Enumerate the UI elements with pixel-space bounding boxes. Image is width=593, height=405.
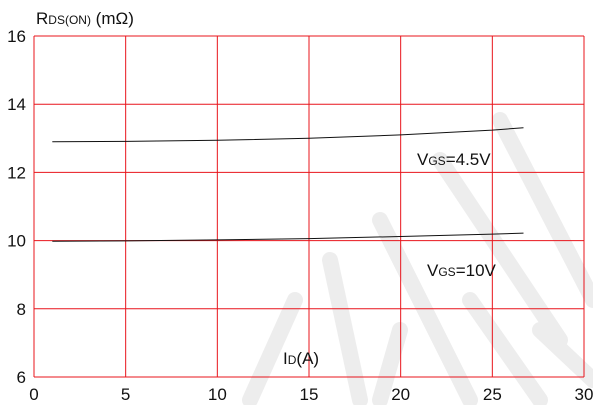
grid [33,35,585,378]
x-tick-label: 10 [208,385,227,404]
x-axis-label: ID(A) [283,349,319,368]
x-tick-label: 25 [483,385,502,404]
watermark-stroke [242,292,303,405]
series-label-vgs-4.5v: VGS=4.5V [417,150,491,169]
series-line-vgs-10v [52,232,524,242]
x-tick-label: 30 [575,385,593,404]
y-tick-label: 14 [7,95,26,114]
y-tick-label: 8 [17,300,26,319]
y-tick-label: 10 [7,232,26,251]
series-layer [52,127,524,242]
y-tick-label: 16 [7,27,26,46]
watermark [242,112,593,405]
y-tick-label: 6 [17,368,26,387]
watermark-stroke [372,212,478,405]
x-tick-label: 15 [300,385,319,404]
watermark-stroke [462,292,548,405]
series-label-vgs-10v: VGS=10V [427,261,497,280]
x-tick-label: 5 [121,385,130,404]
watermark-stroke [372,322,408,405]
series-line-vgs-4.5v [52,127,524,143]
y-tick-label: 12 [7,163,26,182]
x-tick-label: 20 [391,385,410,404]
x-tick-label: 0 [29,385,38,404]
tick-labels: 0 5 10 15 20 25 30 6 8 10 12 14 16 [7,27,593,404]
y-axis-label: RDS(ON) (mΩ) [36,9,134,28]
watermark-stroke [322,252,368,405]
watermark-stroke [492,112,593,308]
watermark-stroke [432,152,568,348]
